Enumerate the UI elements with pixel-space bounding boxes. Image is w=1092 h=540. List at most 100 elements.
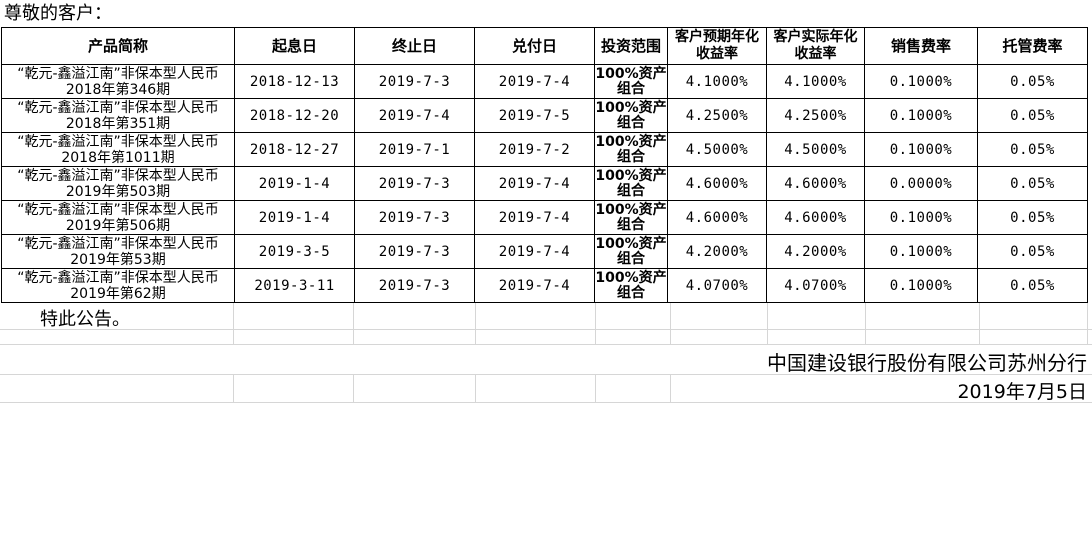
cell-actual-yield: 4.0700% <box>766 268 865 303</box>
gridline-h <box>0 344 1092 345</box>
col-header-actual-yield: 客户实际年化收益率 <box>766 27 865 65</box>
cell-product-name: “乾元-鑫溢江南”非保本型人民币2018年第346期 <box>1 64 235 99</box>
gridline-h <box>0 329 1092 330</box>
gridline-v <box>475 303 476 344</box>
cell-expected-yield: 4.6000% <box>667 166 767 201</box>
cell-actual-yield: 4.5000% <box>766 132 865 167</box>
cell-expected-yield: 4.6000% <box>667 200 767 235</box>
cell-investment-scope: 100%资产组合 <box>594 64 668 99</box>
table-header-row: 产品简称 起息日 终止日 兑付日 投资范围 客户预期年化收益率 客户实际年化收益… <box>1 27 1088 65</box>
greeting-text: 尊敬的客户： <box>4 3 112 24</box>
cell-value-date: 2019-3-5 <box>234 234 355 269</box>
col-header-custody-fee: 托管费率 <box>977 27 1088 65</box>
cell-end-date: 2019-7-3 <box>354 234 475 269</box>
cell-investment-scope: 100%资产组合 <box>594 234 668 269</box>
cell-end-date: 2019-7-3 <box>354 200 475 235</box>
cell-product-name: “乾元-鑫溢江南”非保本型人民币2019年第506期 <box>1 200 235 235</box>
cell-sales-fee: 0.1000% <box>864 234 978 269</box>
cell-investment-scope: 100%资产组合 <box>594 98 668 133</box>
col-header-investment-scope: 投资范围 <box>594 27 668 65</box>
cell-payment-date: 2019-7-4 <box>474 268 595 303</box>
cell-actual-yield: 4.2000% <box>766 234 865 269</box>
cell-investment-scope: 100%资产组合 <box>594 200 668 235</box>
announcement-date: 2019年7月5日 <box>957 381 1087 403</box>
cell-investment-scope: 100%资产组合 <box>594 268 668 303</box>
gridline-v <box>979 303 980 344</box>
gridline-v <box>595 374 596 402</box>
cell-product-name: “乾元-鑫溢江南”非保本型人民币2019年第53期 <box>1 234 235 269</box>
cell-actual-yield: 4.2500% <box>766 98 865 133</box>
col-header-end-date: 终止日 <box>354 27 475 65</box>
cell-expected-yield: 4.2000% <box>667 234 767 269</box>
col-header-product-name: 产品简称 <box>1 27 235 65</box>
cell-payment-date: 2019-7-4 <box>474 234 595 269</box>
cell-custody-fee: 0.05% <box>977 98 1088 133</box>
col-header-value-date: 起息日 <box>234 27 355 65</box>
cell-payment-date: 2019-7-5 <box>474 98 595 133</box>
cell-payment-date: 2019-7-4 <box>474 200 595 235</box>
gridline-h <box>0 402 1092 403</box>
cell-investment-scope: 100%资产组合 <box>594 132 668 167</box>
gridline-v <box>865 303 866 344</box>
cell-custody-fee: 0.05% <box>977 132 1088 167</box>
cell-expected-yield: 4.1000% <box>667 64 767 99</box>
cell-payment-date: 2019-7-2 <box>474 132 595 167</box>
gridline-h <box>0 374 1092 375</box>
col-header-sales-fee: 销售费率 <box>864 27 978 65</box>
table-row: “乾元-鑫溢江南”非保本型人民币2019年第62期 2019-3-11 2019… <box>1 268 1088 303</box>
cell-custody-fee: 0.05% <box>977 64 1088 99</box>
cell-value-date: 2019-3-11 <box>234 268 355 303</box>
col-header-expected-yield: 客户预期年化收益率 <box>667 27 767 65</box>
cell-value-date: 2019-1-4 <box>234 200 355 235</box>
cell-custody-fee: 0.05% <box>977 166 1088 201</box>
cell-value-date: 2018-12-13 <box>234 64 355 99</box>
table-row: “乾元-鑫溢江南”非保本型人民币2018年第346期 2018-12-13 20… <box>1 64 1088 99</box>
cell-value-date: 2019-1-4 <box>234 166 355 201</box>
table-row: “乾元-鑫溢江南”非保本型人民币2019年第506期 2019-1-4 2019… <box>1 200 1088 235</box>
cell-expected-yield: 4.5000% <box>667 132 767 167</box>
cell-investment-scope: 100%资产组合 <box>594 166 668 201</box>
table-row: “乾元-鑫溢江南”非保本型人民币2019年第503期 2019-1-4 2019… <box>1 166 1088 201</box>
notice-text: 特此公告。 <box>40 309 130 330</box>
cell-sales-fee: 0.1000% <box>864 64 978 99</box>
gridline-v <box>767 303 768 344</box>
cell-end-date: 2019-7-3 <box>354 268 475 303</box>
cell-custody-fee: 0.05% <box>977 234 1088 269</box>
gridline-v <box>233 374 234 402</box>
cell-product-name: “乾元-鑫溢江南”非保本型人民币2018年第1011期 <box>1 132 235 167</box>
gridline-v <box>353 374 354 402</box>
gridline-v <box>475 374 476 402</box>
issuer-name: 中国建设银行股份有限公司苏州分行 <box>767 351 1087 375</box>
gridline-v <box>670 303 671 344</box>
products-table: 产品简称 起息日 终止日 兑付日 投资范围 客户预期年化收益率 客户实际年化收益… <box>1 27 1088 303</box>
cell-sales-fee: 0.1000% <box>864 132 978 167</box>
cell-expected-yield: 4.2500% <box>667 98 767 133</box>
table-row: “乾元-鑫溢江南”非保本型人民币2018年第351期 2018-12-20 20… <box>1 98 1088 133</box>
gridline-v <box>233 303 234 344</box>
gridline-v <box>1087 303 1088 344</box>
cell-end-date: 2019-7-3 <box>354 64 475 99</box>
cell-end-date: 2019-7-3 <box>354 166 475 201</box>
table-row: “乾元-鑫溢江南”非保本型人民币2018年第1011期 2018-12-27 2… <box>1 132 1088 167</box>
cell-actual-yield: 4.6000% <box>766 200 865 235</box>
cell-sales-fee: 0.1000% <box>864 98 978 133</box>
cell-payment-date: 2019-7-4 <box>474 64 595 99</box>
cell-value-date: 2018-12-27 <box>234 132 355 167</box>
cell-sales-fee: 0.1000% <box>864 268 978 303</box>
cell-actual-yield: 4.6000% <box>766 166 865 201</box>
cell-product-name: “乾元-鑫溢江南”非保本型人民币2018年第351期 <box>1 98 235 133</box>
cell-expected-yield: 4.0700% <box>667 268 767 303</box>
col-header-payment-date: 兑付日 <box>474 27 595 65</box>
cell-product-name: “乾元-鑫溢江南”非保本型人民币2019年第62期 <box>1 268 235 303</box>
gridline-v <box>595 303 596 344</box>
cell-product-name: “乾元-鑫溢江南”非保本型人民币2019年第503期 <box>1 166 235 201</box>
cell-payment-date: 2019-7-4 <box>474 166 595 201</box>
cell-custody-fee: 0.05% <box>977 200 1088 235</box>
cell-value-date: 2018-12-20 <box>234 98 355 133</box>
cell-sales-fee: 0.0000% <box>864 166 978 201</box>
gridline-v <box>670 374 671 402</box>
table-row: “乾元-鑫溢江南”非保本型人民币2019年第53期 2019-3-5 2019-… <box>1 234 1088 269</box>
cell-end-date: 2019-7-1 <box>354 132 475 167</box>
cell-end-date: 2019-7-4 <box>354 98 475 133</box>
